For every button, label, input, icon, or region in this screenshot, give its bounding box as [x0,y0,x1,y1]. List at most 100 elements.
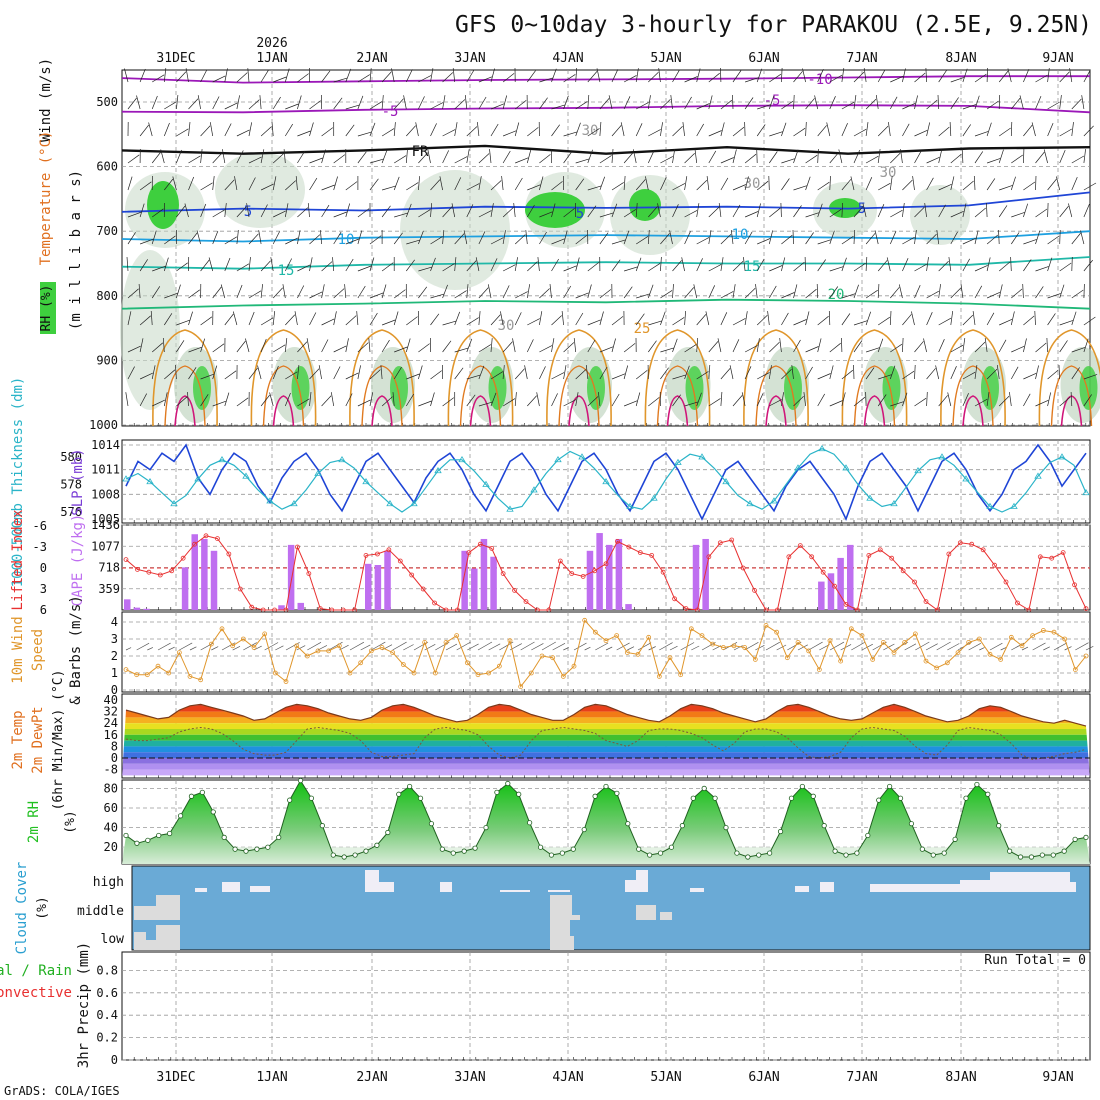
wind-barb [805,212,820,218]
cape-tick-718: 718 [98,561,120,575]
thickness-marker [506,505,514,512]
wind-barb [248,99,260,110]
wind-barb [599,98,610,110]
wind10m-marker [134,672,140,678]
top-date-9JAN: 9JAN [1042,51,1073,66]
dewpt2m-line [125,726,1087,761]
ylabel-lifted-index: Lifted Index [10,509,26,610]
wind-barb [829,230,835,245]
wind10m-marker [475,672,481,678]
wind-barb [874,230,879,245]
wind-barb [220,284,226,299]
wind-barb [575,235,587,245]
wind-barb [318,365,322,380]
wind-barb [950,287,961,299]
wind-barb [430,293,445,299]
wind-barb [717,338,722,353]
wind-barb [418,286,428,299]
wind-barb [693,284,698,299]
isotherm-35-loop [371,395,393,427]
wind-barb [406,125,416,137]
wind-barb [1010,176,1016,191]
li-marker [306,571,312,576]
cape-bar [625,604,632,610]
wind-barb [878,316,890,326]
wind-barb [526,284,531,299]
rh-high-blob [147,181,179,229]
wind-barb [502,365,505,380]
wind-barb [672,283,674,299]
wind-barb [986,67,988,83]
wind-barb [381,71,392,83]
wind-barb [986,158,1001,164]
top-date-8JAN: 8JAN [945,51,976,66]
wind-barb [684,310,686,326]
wind10m-marker [294,643,300,649]
wind-barb [672,183,686,191]
wind10m-marker [518,684,524,689]
wind-barb [309,177,318,191]
cape-bar [191,534,198,610]
wind-barb [563,399,577,407]
ylabel-rh-unit: (%) [63,810,78,833]
isotherm-35-loop [962,395,984,427]
wind-barb [829,365,834,380]
wind-barb [744,77,759,83]
wind-barb [200,316,213,326]
wind-barb [926,312,933,326]
wind-barb [478,153,490,164]
wind-barb [902,314,912,326]
wind-barb [632,149,637,164]
wind-barb [768,230,774,245]
cloud-low-block [156,925,180,950]
li-marker [626,544,632,550]
cape-bar [606,544,613,610]
wind-barb [817,125,827,137]
wind-barb [660,99,671,110]
wind-barb [357,342,369,353]
wind10m-barb [1085,645,1094,651]
thickness-marker [674,458,682,465]
wind-barb [853,262,866,272]
precip-tick-0.8: 0.8 [96,963,118,977]
wind-barb [741,392,746,407]
wind-barb [357,285,366,299]
wind-barb [1023,239,1037,245]
rh2m-area [122,780,1090,864]
wind-barb [152,74,165,83]
wind-barb [829,400,843,407]
wind-barb [164,101,177,110]
wind-barb [684,365,690,380]
wind-barb [575,122,581,137]
wind-barb [587,319,601,326]
wind-barb [514,122,520,137]
wind-barb [877,260,888,272]
wind-barb [611,393,620,407]
wind-barb [247,68,250,83]
thickness-marker [914,466,922,474]
wind-barb [599,212,614,218]
temp2m-panel-frame [121,693,1091,779]
wind-barb [732,126,745,137]
wind-barb [406,393,414,407]
temp-band [122,763,1090,770]
wind10m-marker [592,629,598,635]
profile-ytick-800: 800 [96,289,118,303]
wind-barb [463,230,468,245]
wind-barb [986,178,996,191]
wind-barb [321,149,326,164]
wind10m-marker [944,660,950,666]
li-marker [375,551,380,557]
wind-barb [999,318,1013,326]
slp-line [125,443,1087,522]
wind-barb [817,315,829,326]
cloud-bg [132,866,1090,950]
wind-barb [200,203,207,218]
li-marker [946,551,952,557]
wind-barb [732,339,740,353]
wind-barb [914,206,925,218]
wind-barb [684,76,698,83]
wind-barb [127,288,139,299]
wind-barb [248,367,258,380]
